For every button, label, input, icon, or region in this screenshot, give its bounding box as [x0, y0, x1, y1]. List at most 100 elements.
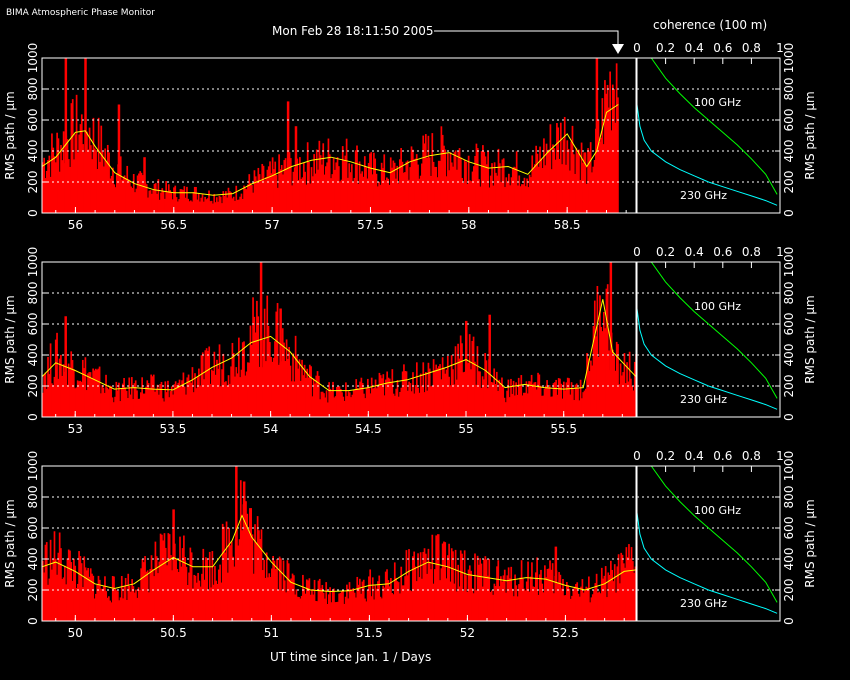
rms-bar	[567, 585, 569, 621]
rms-bar	[236, 199, 239, 213]
rms-bar	[576, 582, 579, 621]
rms-bar	[500, 576, 502, 621]
rms-bar	[392, 160, 395, 213]
rms-bar	[167, 533, 170, 621]
rms-bar	[71, 360, 74, 417]
rms-bar	[258, 366, 261, 417]
rms-bar	[310, 167, 313, 213]
coherence-y-tick-label: 400	[782, 344, 796, 367]
rms-bar	[356, 145, 358, 213]
rms-bar	[530, 374, 533, 417]
rms-bar	[540, 158, 543, 213]
rms-bar	[228, 527, 231, 621]
rms-bar	[115, 590, 118, 621]
rms-bar	[93, 370, 96, 417]
rms-bar	[598, 141, 601, 213]
rms-bar	[357, 183, 360, 213]
rms-bar	[124, 387, 127, 417]
rms-bar	[478, 179, 480, 213]
rms-bar	[544, 385, 547, 417]
rms-bar	[124, 578, 127, 621]
rms-bar	[586, 587, 589, 621]
coherence-x-tick-label: 0.4	[685, 41, 704, 55]
rms-bar	[390, 578, 392, 621]
rms-bar	[587, 148, 589, 213]
rms-bar	[458, 358, 461, 417]
timestamp-label: Mon Feb 28 18:11:50 2005	[272, 24, 434, 38]
rms-bar	[557, 127, 560, 213]
rms-bar	[350, 164, 353, 213]
coherence-x-tick-label: 0.2	[656, 41, 675, 55]
rms-bar	[498, 586, 501, 621]
rms-bar	[419, 373, 422, 417]
rms-bar	[173, 384, 176, 417]
rms-bar	[150, 374, 153, 417]
rms-bar	[616, 566, 619, 621]
rms-bar	[619, 583, 621, 621]
rms-bar	[319, 155, 322, 213]
rms-bar	[140, 392, 142, 417]
rms-bar	[237, 545, 240, 621]
rms-bar	[537, 372, 539, 417]
rms-bar	[501, 377, 503, 417]
rms-bar	[457, 343, 459, 417]
rms-bar	[126, 165, 129, 213]
rms-bar	[524, 186, 527, 213]
rms-bar	[587, 358, 590, 417]
rms-bar	[136, 597, 139, 621]
rms-bar	[481, 586, 484, 621]
rms-bar	[519, 577, 522, 621]
rms-bar	[89, 372, 92, 417]
rms-bar	[117, 591, 119, 621]
x-tick-label: 55.5	[550, 422, 577, 436]
rms-bar	[193, 186, 196, 213]
timestamp-arrow-line	[434, 30, 619, 50]
rms-bar	[505, 177, 508, 213]
rms-bar	[366, 589, 369, 621]
label-230ghz: 230 GHz	[680, 597, 727, 610]
rms-bar	[604, 80, 606, 213]
rms-bar	[578, 400, 581, 417]
rms-bar	[134, 192, 136, 213]
rms-bar	[45, 170, 48, 213]
rms-bar	[163, 533, 166, 621]
rms-bar	[378, 181, 380, 213]
rms-bar	[176, 385, 178, 417]
rms-bar	[218, 344, 221, 417]
rms-bar	[209, 383, 212, 417]
rms-bar	[346, 584, 348, 621]
rms-bar	[195, 582, 198, 621]
rms-bar	[167, 380, 169, 417]
rms-bar	[156, 384, 159, 417]
rms-bar	[470, 369, 472, 417]
rms-bar	[251, 534, 254, 621]
rms-bar	[348, 582, 351, 621]
x-tick-label: 56.5	[160, 218, 187, 232]
rms-bar	[207, 590, 210, 621]
rms-bar	[207, 350, 209, 417]
rms-bar	[116, 390, 119, 417]
rms-bar	[504, 187, 506, 213]
rms-bar	[126, 599, 128, 621]
rms-bar	[537, 594, 540, 621]
rms-bar	[634, 566, 637, 621]
rms-bar	[552, 144, 554, 213]
rms-bar	[265, 361, 267, 417]
coherence-y-tick-label: 200	[782, 171, 796, 194]
rms-bar	[75, 387, 78, 417]
rms-bar	[454, 150, 457, 213]
rms-bar	[111, 397, 114, 417]
rms-bar	[431, 385, 434, 417]
rms-bar	[550, 396, 552, 417]
rms-bar	[132, 174, 135, 213]
rms-bar	[595, 336, 597, 417]
rms-bar	[145, 571, 148, 621]
rms-bar	[522, 578, 524, 621]
rms-bar	[275, 175, 278, 213]
rms-bar	[422, 135, 425, 213]
rms-bar	[123, 378, 125, 417]
rms-bar	[57, 138, 60, 213]
rms-bar	[136, 390, 138, 417]
rms-bar	[65, 584, 67, 621]
rms-bar	[265, 552, 268, 621]
